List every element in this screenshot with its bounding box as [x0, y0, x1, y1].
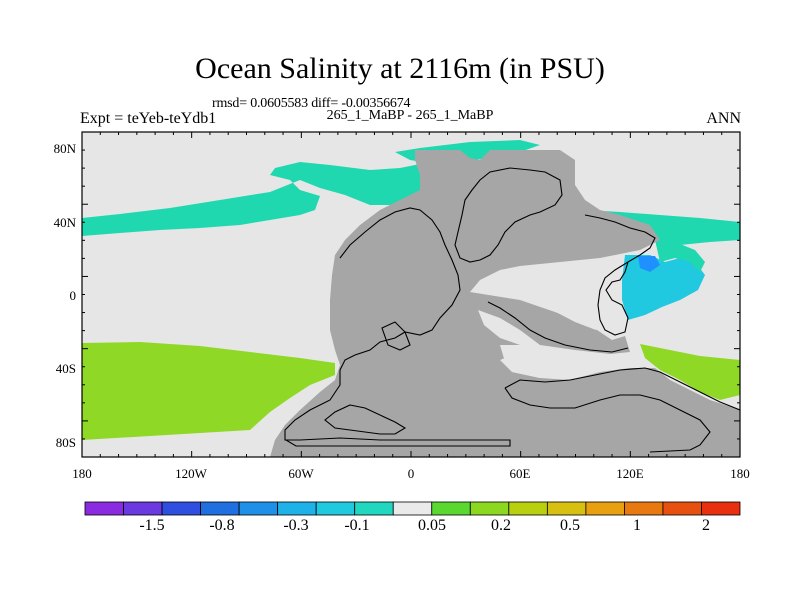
colorbar-label: 0.05: [418, 517, 446, 534]
season-label: ANN: [706, 110, 741, 127]
lon-tick-label: 120E: [616, 466, 644, 481]
map-field: [82, 132, 740, 457]
lat-tick-label: 40S: [56, 361, 76, 376]
colorbar-swatch: [662, 501, 702, 516]
colorbar-swatch: [354, 501, 394, 516]
map-title: Ocean Salinity at 2116m (in PSU): [195, 52, 605, 85]
colorbar-label: -1.5: [139, 517, 164, 534]
lat-tick-label: 0: [70, 288, 77, 303]
colorbar-swatch: [277, 501, 317, 516]
lon-tick-label: 180: [72, 466, 92, 481]
teal-region-east: [655, 240, 705, 272]
colorbar-swatch: [431, 501, 471, 516]
blue-patch-east: [638, 256, 660, 272]
lon-tick-label: 120W: [175, 466, 208, 481]
run-label: 265_1_MaBP - 265_1_MaBP: [326, 108, 494, 123]
colorbar-swatch: [546, 501, 587, 516]
inner-ocean-notch: [478, 310, 540, 345]
colorbar: [84, 501, 741, 516]
colorbar-label: -0.3: [283, 517, 308, 534]
colorbar-label: -0.1: [344, 517, 369, 534]
lon-tick-label: 60E: [510, 466, 531, 481]
colorbar-swatch: [84, 501, 124, 516]
cyan-region-east: [622, 255, 705, 320]
lat-axis: 80N 40N 0 40S 80S: [54, 141, 77, 450]
colorbar-swatch: [469, 501, 510, 516]
lat-tick-label: 80S: [56, 435, 76, 450]
colorbar-label: 1: [633, 517, 641, 534]
lon-tick-label: 0: [408, 466, 415, 481]
experiment-label: Expt = teYeb-teYdb1: [80, 110, 217, 127]
lat-tick-label: 80N: [54, 141, 77, 156]
land-main: [270, 150, 740, 457]
green-region-southwest: [82, 342, 335, 440]
colorbar-swatch: [238, 501, 279, 516]
colorbar-swatch: [315, 501, 356, 516]
colorbar-labels: -1.5 -0.8 -0.3 -0.1 0.05 0.2 0.5 1 2: [139, 517, 710, 534]
lon-tick-label: 180: [730, 466, 750, 481]
coastlines: [284, 167, 740, 453]
colorbar-swatch: [585, 501, 625, 516]
colorbar-swatch: [508, 501, 548, 516]
lon-tick-label: 60W: [288, 466, 314, 481]
green-region-southeast: [640, 344, 740, 400]
colorbar-swatch: [701, 501, 741, 516]
stats-line: rmsd= 0.0605583 diff= -0.00356674: [212, 96, 411, 111]
colorbar-swatch: [123, 501, 163, 516]
colorbar-label: 2: [702, 517, 710, 534]
inner-ocean-strip: [500, 345, 630, 378]
lat-tick-label: 40N: [54, 215, 77, 230]
colorbar-swatch: [161, 501, 201, 516]
colorbar-label: -0.8: [209, 517, 234, 534]
lon-axis: 180 120W 60W 0 60E 120E 180: [72, 466, 750, 481]
colorbar-swatch: [624, 501, 664, 516]
colorbar-swatch: [200, 501, 240, 516]
map-frame: [81, 131, 741, 458]
colorbar-label: 0.5: [560, 517, 580, 534]
colorbar-swatch: [392, 501, 433, 516]
inner-ocean-basin: [480, 258, 618, 330]
colorbar-label: 0.2: [491, 517, 511, 534]
